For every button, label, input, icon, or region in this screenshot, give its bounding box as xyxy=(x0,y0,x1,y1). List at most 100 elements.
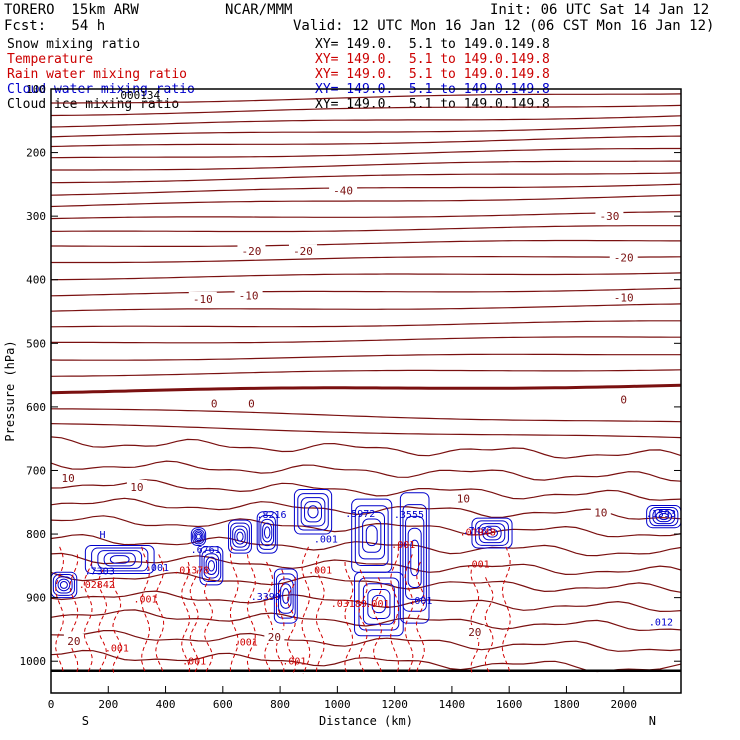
rain-water-contour xyxy=(484,577,494,675)
cloud-water-contour xyxy=(655,511,673,523)
temperature-isotherm xyxy=(51,336,681,344)
legend-temperature: Temperature xyxy=(7,52,94,67)
temperature-isotherm xyxy=(50,630,682,652)
temperature-isotherm xyxy=(50,211,682,220)
cloud-water-contour xyxy=(262,522,273,543)
contour-label-bg xyxy=(617,392,630,406)
cloud-water-contour xyxy=(103,552,136,567)
contour-label-bg xyxy=(595,209,624,223)
contour-label: -20 xyxy=(614,251,634,264)
cloud-water-contour xyxy=(192,528,205,545)
contour-label: -20 xyxy=(293,245,313,258)
cloud-water-contour xyxy=(97,550,143,569)
mixing-ratio-annotation: .01948 xyxy=(460,527,496,538)
cloud-water-contour xyxy=(273,568,298,624)
temperature-isotherm xyxy=(51,256,682,264)
x-tick-label: 200 xyxy=(98,698,118,711)
cloud-water-contour xyxy=(482,525,502,541)
temperature-isotherm xyxy=(50,124,682,138)
cloud-water-contour xyxy=(207,560,215,572)
mixing-ratio-annotation: .001 xyxy=(365,599,389,610)
cloud-water-contour xyxy=(371,594,387,614)
direction-start-label: S xyxy=(82,714,89,728)
contour-label-bg xyxy=(234,288,263,302)
mixing-ratio-annotation: .001 xyxy=(105,644,129,655)
temperature-isotherm xyxy=(50,183,682,196)
cloud-water-contour xyxy=(199,546,224,586)
rain-water-contour xyxy=(470,569,480,675)
rain-water-contour xyxy=(203,577,213,675)
temperature-isotherm xyxy=(50,369,682,377)
cloud-water-contour xyxy=(407,527,422,589)
cloud-water-contour xyxy=(232,525,248,548)
cloud-water-contour xyxy=(354,505,389,567)
mixing-ratio-annotation: .001 xyxy=(391,540,415,551)
cloud-water-contour xyxy=(652,508,676,525)
cloud-water-contour xyxy=(280,583,292,609)
temperature-isotherm xyxy=(50,147,681,159)
rain-water-contour xyxy=(141,546,151,675)
rain-water-contour xyxy=(287,577,297,675)
contour-label-bg xyxy=(188,291,217,305)
cloud-water-contour xyxy=(471,517,513,549)
mixing-ratio-annotation: H xyxy=(100,530,106,541)
temperature-isotherm xyxy=(50,194,682,208)
rain-water-contour xyxy=(189,569,199,675)
temperature-isotherm xyxy=(50,408,682,423)
cloud-water-contour xyxy=(84,544,155,574)
contour-label-bg xyxy=(289,244,317,258)
x-axis-title: Distance (km) xyxy=(319,714,413,728)
cloud-water-contour xyxy=(234,528,246,545)
contour-label-bg xyxy=(464,624,485,638)
y-tick-label: 800 xyxy=(26,528,46,541)
temperature-isotherm xyxy=(51,93,682,104)
cloud-water-contour xyxy=(260,518,275,547)
rain-water-contour xyxy=(155,554,165,675)
temperature-isotherm xyxy=(50,104,682,117)
mixing-ratio-annotation: .7303 xyxy=(85,567,115,578)
cloud-water-contour xyxy=(109,555,130,564)
contour-label-bg xyxy=(609,290,638,304)
contour-label: 0 xyxy=(211,398,218,411)
legend-cloud-ice: Cloud ice mixing ratio xyxy=(7,97,180,112)
mixing-ratio-annotation: .001 xyxy=(408,596,432,607)
direction-end-label: N xyxy=(649,714,656,728)
rain-water-contour xyxy=(112,577,122,675)
temperature-isotherm xyxy=(50,115,682,128)
cloud-water-contour xyxy=(52,574,75,596)
snow-max-label: .000134 xyxy=(114,89,161,102)
mixing-ratio-annotation: .001 xyxy=(182,656,206,667)
cloud-water-contour xyxy=(293,489,333,535)
temperature-isotherm xyxy=(50,303,682,312)
contour-label: -30 xyxy=(599,210,619,223)
contour-label: 10 xyxy=(594,506,607,519)
cloud-water-contour xyxy=(367,589,391,619)
y-tick-label: 900 xyxy=(26,592,46,605)
mixing-ratio-annotation: .001 xyxy=(282,656,306,667)
cloud-water-contour xyxy=(307,505,319,519)
contour-label-bg xyxy=(237,244,266,258)
mixing-ratio-annotation: .5972 xyxy=(345,509,375,520)
cloud-water-contour xyxy=(297,493,329,531)
mixing-ratio-annotation: .001 xyxy=(234,637,258,648)
mixing-ratio-annotation: .3399 xyxy=(251,592,281,603)
cloud-water-contour xyxy=(275,573,296,619)
rain-water-contour xyxy=(344,561,354,675)
cloud-water-contour xyxy=(91,547,149,572)
contour-label: -20 xyxy=(242,245,262,258)
temperature-isotherm xyxy=(50,135,682,148)
contour-label: 20 xyxy=(468,626,481,639)
cloud-water-contour xyxy=(358,511,385,560)
legend-rain: Rain water mixing ratio xyxy=(7,67,188,82)
y-tick-label: 500 xyxy=(26,337,46,350)
cloud-water-contour xyxy=(475,520,509,546)
contour-label-bg xyxy=(264,630,285,644)
temperature-isotherm xyxy=(50,287,682,297)
contour-label-bg xyxy=(58,471,79,485)
contour-label: 20 xyxy=(268,631,281,644)
rain-water-contour xyxy=(501,546,511,675)
cloud-water-contour xyxy=(365,525,378,547)
contour-label-bg xyxy=(453,491,474,505)
cloud-water-contour xyxy=(205,556,218,576)
init-label: Init: 06 UTC Sat 14 Jan 12 xyxy=(490,2,710,18)
